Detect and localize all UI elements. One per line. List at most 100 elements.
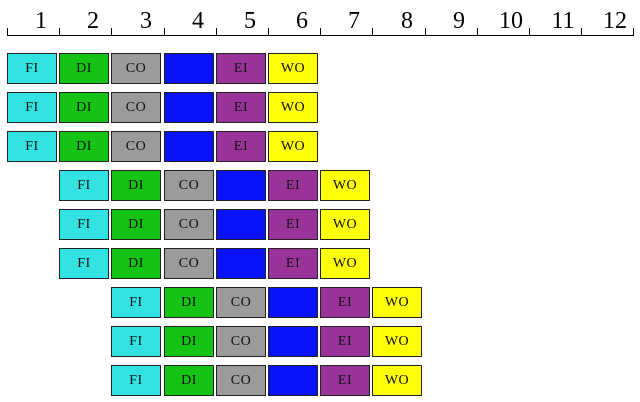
stage-di: DI <box>164 326 214 357</box>
stage-label: WO <box>384 372 410 388</box>
stage-label: CO <box>125 138 147 154</box>
stage-fi: FI <box>111 365 161 396</box>
stage-fo: FO <box>216 170 266 201</box>
stage-label: FO <box>179 60 199 76</box>
ruler-tick <box>59 28 60 36</box>
cycle-number: 10 <box>499 8 523 34</box>
stage-wo: WO <box>320 170 370 201</box>
stage-fi: FI <box>7 53 57 84</box>
stage-wo: WO <box>320 248 370 279</box>
stage-di: DI <box>164 287 214 318</box>
stage-label: FO <box>179 138 199 154</box>
cycle-number: 6 <box>296 8 308 34</box>
stage-label: FO <box>283 333 303 349</box>
stage-label: WO <box>384 294 410 310</box>
stage-label: DI <box>181 372 197 388</box>
cycle-number: 7 <box>348 8 360 34</box>
stage-label: FI <box>25 138 39 154</box>
stage-label: CO <box>178 216 200 232</box>
stage-fo: FO <box>268 287 318 318</box>
stage-label: FI <box>25 60 39 76</box>
stage-label: FI <box>77 177 91 193</box>
stage-label: CO <box>230 333 252 349</box>
stage-di: DI <box>59 131 109 162</box>
ruler-tick <box>477 28 478 36</box>
stage-label: EI <box>337 333 353 349</box>
stage-label: EI <box>285 255 301 271</box>
stage-ei: EI <box>216 131 266 162</box>
stage-di: DI <box>59 53 109 84</box>
stage-co: CO <box>216 326 266 357</box>
stage-label: EI <box>337 294 353 310</box>
stage-wo: WO <box>268 53 318 84</box>
ruler-tick <box>425 28 426 36</box>
stage-label: WO <box>332 255 358 271</box>
cycle-number: 3 <box>140 8 152 34</box>
stage-ei: EI <box>268 209 318 240</box>
stage-di: DI <box>111 170 161 201</box>
stage-label: FI <box>129 294 143 310</box>
stage-di: DI <box>111 248 161 279</box>
stage-label: FI <box>77 216 91 232</box>
stage-label: WO <box>280 138 306 154</box>
stage-label: WO <box>280 99 306 115</box>
stage-di: DI <box>164 365 214 396</box>
stage-label: FO <box>231 255 251 271</box>
stage-label: CO <box>178 255 200 271</box>
ruler-tick <box>216 28 217 36</box>
stage-label: EI <box>233 60 249 76</box>
cycle-number: 4 <box>192 8 204 34</box>
stage-ei: EI <box>216 92 266 123</box>
cycle-number: 2 <box>87 8 99 34</box>
stage-label: EI <box>233 138 249 154</box>
stage-di: DI <box>111 209 161 240</box>
stage-fi: FI <box>59 209 109 240</box>
stage-wo: WO <box>268 131 318 162</box>
cycle-number: 5 <box>244 8 256 34</box>
cycle-number: 1 <box>35 8 47 34</box>
stage-label: FO <box>179 99 199 115</box>
stage-label: EI <box>233 99 249 115</box>
stage-label: WO <box>332 177 358 193</box>
stage-wo: WO <box>372 326 422 357</box>
stage-label: EI <box>285 177 301 193</box>
stage-label: FI <box>25 99 39 115</box>
stage-wo: WO <box>372 365 422 396</box>
stage-fo: FO <box>164 53 214 84</box>
stage-label: DI <box>76 60 92 76</box>
stage-label: WO <box>332 216 358 232</box>
stage-label: DI <box>181 333 197 349</box>
cycle-number: 8 <box>401 8 413 34</box>
stage-label: DI <box>128 255 144 271</box>
stage-fo: FO <box>216 209 266 240</box>
cycle-number: 11 <box>551 8 575 34</box>
stage-fi: FI <box>59 170 109 201</box>
stage-fo: FO <box>164 131 214 162</box>
stage-ei: EI <box>268 170 318 201</box>
stage-label: CO <box>178 177 200 193</box>
stage-di: DI <box>59 92 109 123</box>
ruler-tick <box>268 28 269 36</box>
stage-co: CO <box>164 248 214 279</box>
stage-wo: WO <box>320 209 370 240</box>
stage-label: FO <box>283 294 303 310</box>
stage-fo: FO <box>216 248 266 279</box>
stage-label: CO <box>125 99 147 115</box>
stage-label: FO <box>283 372 303 388</box>
ruler-tick <box>633 28 634 36</box>
stage-co: CO <box>216 365 266 396</box>
stage-fo: FO <box>268 365 318 396</box>
stage-label: EI <box>285 216 301 232</box>
cycle-number: 9 <box>453 8 465 34</box>
ruler-tick <box>320 28 321 36</box>
stage-label: FI <box>129 372 143 388</box>
ruler-tick <box>111 28 112 36</box>
stage-label: FO <box>231 216 251 232</box>
stage-co: CO <box>164 170 214 201</box>
stage-label: FO <box>231 177 251 193</box>
stage-co: CO <box>164 209 214 240</box>
stage-fi: FI <box>111 326 161 357</box>
stage-ei: EI <box>320 365 370 396</box>
stage-co: CO <box>111 92 161 123</box>
